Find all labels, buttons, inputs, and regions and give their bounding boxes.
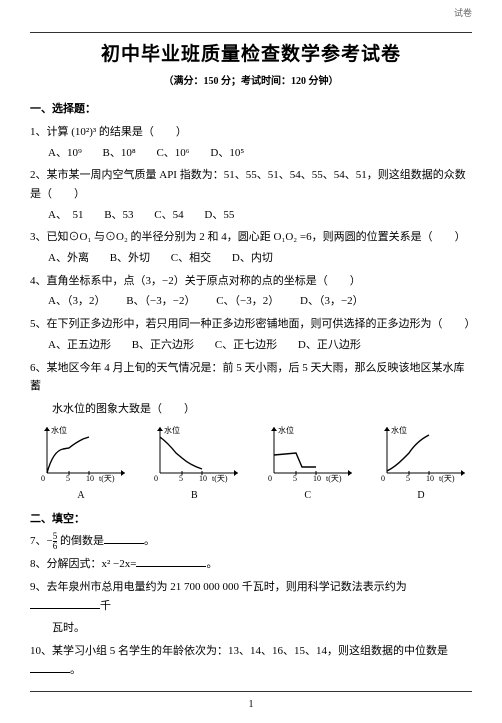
chart-d-svg: 水位 0 5 10 t(天) xyxy=(373,423,469,485)
question-3-options: A、外离 B、外切 C、相交 D、内切 xyxy=(48,249,472,268)
q5-opt-a: A、正五边形 xyxy=(48,336,111,355)
svg-text:5: 5 xyxy=(179,474,183,483)
q9-text-a: 9、去年泉州市总用电量约为 21 700 000 000 千瓦时，则用科学记数法… xyxy=(30,581,407,593)
q8-text-b: 。 xyxy=(206,558,217,570)
q3-opt-d: D、内切 xyxy=(232,249,273,268)
svg-text:水位: 水位 xyxy=(164,425,180,435)
svg-text:水位: 水位 xyxy=(51,425,67,435)
question-1: 1、计算 (10²)³ 的结果是（ ） xyxy=(30,123,472,142)
chart-b-label: B xyxy=(143,487,245,504)
blank-field xyxy=(104,543,144,544)
chart-d: 水位 0 5 10 t(天) D xyxy=(370,423,472,504)
page-number: 1 xyxy=(30,696,472,713)
chart-a-svg: 水位 0 5 10 t(天) xyxy=(33,423,129,485)
svg-text:0: 0 xyxy=(41,474,45,483)
question-10: 10、某学习小组 5 名学生的年龄依次为：13、14、16、15、14，则这组数… xyxy=(30,642,472,679)
chart-c-label: C xyxy=(257,487,359,504)
svg-text:10: 10 xyxy=(426,474,434,483)
q1-opt-d: D、10⁵ xyxy=(210,144,244,163)
q2-opt-d: D、55 xyxy=(204,206,234,225)
q5-opt-d: D、正八边形 xyxy=(298,336,361,355)
question-5: 5、在下列正多边形中，若只用同一种正多边形密铺地面，则可供选择的正多边形为（ ） xyxy=(30,315,472,334)
question-1-options: A、10⁹ B、10⁸ C、10⁶ D、10⁵ xyxy=(48,144,472,163)
q7-text-c: 。 xyxy=(144,535,155,547)
section-2-heading: 二、填空： xyxy=(30,510,472,529)
q3-opt-b: B、外切 xyxy=(110,249,150,268)
chart-a-label: A xyxy=(30,487,132,504)
svg-text:10: 10 xyxy=(86,474,94,483)
question-4-options: A、（3，2） B、（−3，−2） C、（−3，2） D、（3，−2） xyxy=(48,292,472,311)
svg-text:t(天): t(天) xyxy=(212,474,228,483)
q2-opt-a: A、 51 xyxy=(48,206,83,225)
q4-opt-a: A、（3，2） xyxy=(48,292,105,311)
q1-opt-b: B、10⁸ xyxy=(103,144,136,163)
svg-text:水位: 水位 xyxy=(278,425,294,435)
q4-opt-b: B、（−3，−2） xyxy=(126,292,195,311)
chart-b: 水位 0 5 10 t(天) B xyxy=(143,423,245,504)
q9-text-b: 千 xyxy=(100,600,111,612)
q7-text-a: 7、− xyxy=(30,535,53,547)
svg-text:0: 0 xyxy=(381,474,385,483)
section-1-heading: 一、选择题： xyxy=(30,100,472,119)
question-6-line1: 6、某地区今年 4 月上旬的天气情况是：前 5 天小雨，后 5 天大雨，那么反映… xyxy=(30,359,472,396)
q1-opt-c: C、10⁶ xyxy=(156,144,189,163)
exam-page: 试卷 初中毕业班质量检查数学参考试卷 （满分：150 分；考试时间：120 分钟… xyxy=(0,0,502,723)
svg-text:0: 0 xyxy=(154,474,158,483)
svg-text:5: 5 xyxy=(406,474,410,483)
chart-b-svg: 水位 0 5 10 t(天) xyxy=(146,423,242,485)
svg-text:t(天): t(天) xyxy=(326,474,342,483)
top-rule xyxy=(30,32,472,33)
q7-text-b: 的倒数是 xyxy=(57,535,104,547)
blank-field xyxy=(30,608,100,609)
q4-opt-c: C、（−3，2） xyxy=(216,292,279,311)
question-5-options: A、正五边形 B、正六边形 C、正七边形 D、正八边形 xyxy=(48,336,472,355)
q10-text-a: 10、某学习小组 5 名学生的年龄依次为：13、14、16、15、14，则这组数… xyxy=(30,645,448,657)
q2-opt-b: B、53 xyxy=(104,206,133,225)
header-label: 试卷 xyxy=(454,6,472,21)
question-9-line2: 瓦时。 xyxy=(30,619,472,638)
q4-opt-d: D、（3，−2） xyxy=(300,292,364,311)
blank-field xyxy=(136,566,206,567)
q5-opt-b: B、正六边形 xyxy=(132,336,194,355)
question-3: 3、已知⊙O₁ 与⊙O₂ 的半径分别为 2 和 4，圆心距 O₁O₂ =6，则两… xyxy=(30,228,472,247)
question-2-options: A、 51 B、53 C、54 D、55 xyxy=(48,206,472,225)
question-8: 8、分解因式：x² −2x= 。 xyxy=(30,555,472,574)
question-6-line2: 水水位的图象大致是（ ） xyxy=(30,400,472,419)
svg-text:水位: 水位 xyxy=(391,425,407,435)
question-2: 2、某市某一周内空气质量 API 指数为：51、55、51、54、55、54、5… xyxy=(30,166,472,203)
svg-text:10: 10 xyxy=(313,474,321,483)
q5-opt-c: C、正七边形 xyxy=(215,336,277,355)
svg-text:5: 5 xyxy=(293,474,297,483)
question-6-charts: 水位 0 5 10 t(天) A 水位 0 5 10 t(天 xyxy=(30,423,472,504)
q3-opt-a: A、外离 xyxy=(48,249,89,268)
svg-text:t(天): t(天) xyxy=(439,474,455,483)
svg-text:5: 5 xyxy=(66,474,70,483)
question-4: 4、直角坐标系中，点（3，−2）关于原点对称的点的坐标是（ ） xyxy=(30,272,472,291)
page-title: 初中毕业班质量检查数学参考试卷 xyxy=(30,39,472,71)
chart-d-label: D xyxy=(370,487,472,504)
q1-opt-a: A、10⁹ xyxy=(48,144,82,163)
footer-rule xyxy=(30,691,472,692)
q3-opt-c: C、相交 xyxy=(171,249,211,268)
page-subtitle: （满分：150 分；考试时间：120 分钟） xyxy=(30,73,472,90)
question-9: 9、去年泉州市总用电量约为 21 700 000 000 千瓦时，则用科学记数法… xyxy=(30,578,472,615)
svg-text:t(天): t(天) xyxy=(99,474,115,483)
q2-opt-c: C、54 xyxy=(154,206,183,225)
chart-a: 水位 0 5 10 t(天) A xyxy=(30,423,132,504)
q10-text-b: 。 xyxy=(70,664,81,676)
blank-field xyxy=(30,672,70,673)
question-7: 7、−56 的倒数是。 xyxy=(30,532,472,551)
chart-c: 水位 0 5 10 t(天) C xyxy=(257,423,359,504)
svg-text:10: 10 xyxy=(199,474,207,483)
chart-c-svg: 水位 0 5 10 t(天) xyxy=(260,423,356,485)
q8-text-a: 8、分解因式：x² −2x= xyxy=(30,558,136,570)
svg-text:0: 0 xyxy=(268,474,272,483)
